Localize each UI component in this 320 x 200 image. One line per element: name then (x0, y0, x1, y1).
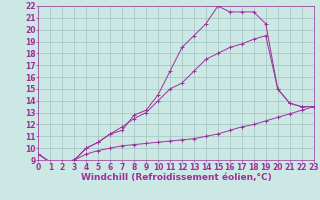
X-axis label: Windchill (Refroidissement éolien,°C): Windchill (Refroidissement éolien,°C) (81, 173, 271, 182)
